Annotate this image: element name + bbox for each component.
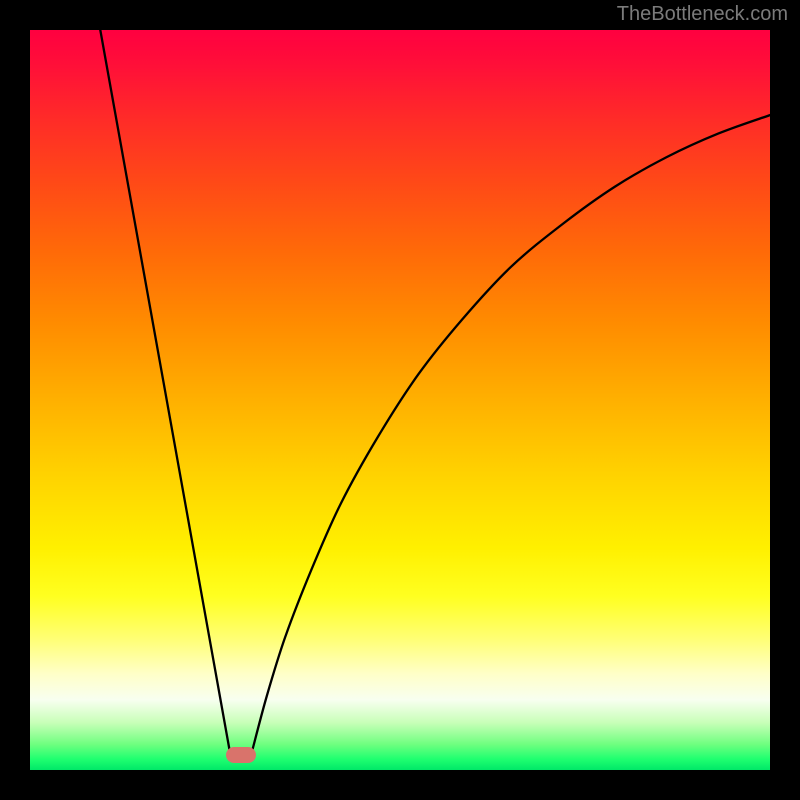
attribution-text: TheBottleneck.com bbox=[617, 3, 788, 26]
minimum-marker bbox=[226, 747, 256, 763]
gradient-background bbox=[30, 30, 770, 770]
plot-area bbox=[30, 30, 770, 770]
